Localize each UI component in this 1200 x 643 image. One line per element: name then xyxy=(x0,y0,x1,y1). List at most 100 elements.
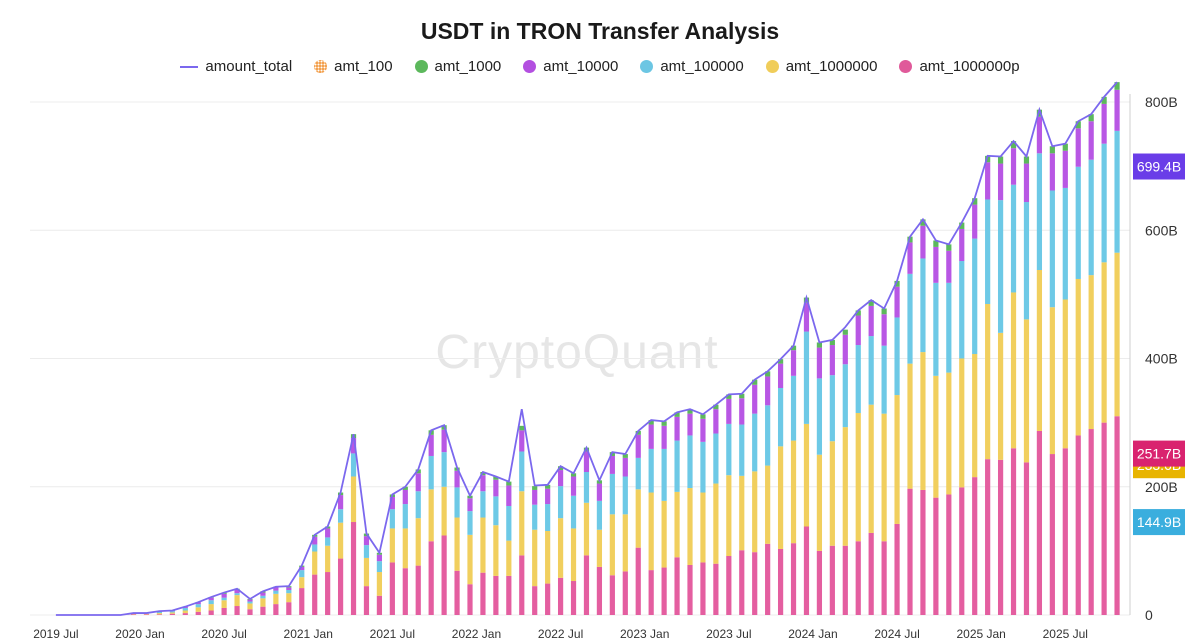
bar-amt_10000 xyxy=(260,592,266,596)
bar-amt_1000000p xyxy=(402,568,408,615)
bar-amt_1000000p xyxy=(816,550,823,615)
chart-legend: amount_total amt_100 amt_1000 amt_10000 amt_… xyxy=(0,58,1200,75)
bar-amt_100000 xyxy=(506,505,512,541)
bar-amt_10000 xyxy=(480,475,486,492)
bar-amt_100000 xyxy=(312,544,318,552)
bar-amt_1000 xyxy=(402,486,408,490)
bar-amt_100000 xyxy=(195,604,201,608)
bar-amt_1000000 xyxy=(247,603,253,610)
bar-amt_100000 xyxy=(881,345,887,414)
bar-amt_1000000p xyxy=(208,610,214,615)
bar-amt_1000000 xyxy=(1036,270,1043,431)
bar-amt_100000 xyxy=(480,491,486,518)
bar-amt_100000 xyxy=(441,452,447,487)
legend-item-amt_1000[interactable]: amt_1000 xyxy=(414,58,501,75)
bar-amt_100000 xyxy=(777,387,784,447)
bar-amt_1000 xyxy=(752,379,758,385)
bar-amt_100000 xyxy=(790,375,797,441)
bar-amt_1000000p xyxy=(428,541,434,615)
bar-amt_1000000 xyxy=(868,404,874,533)
bar-amt_1000 xyxy=(985,155,991,163)
bar-amt_10000 xyxy=(959,228,965,262)
bar-amt_1000000 xyxy=(596,529,603,567)
legend-swatch xyxy=(180,65,199,68)
bar-amt_1000000p xyxy=(752,552,758,615)
bar-amt_1000000 xyxy=(143,613,150,615)
bar-amt_1000000p xyxy=(454,570,460,615)
legend-item-amt_100000[interactable]: amt_100000 xyxy=(640,58,744,75)
bar-amt_100000 xyxy=(260,595,266,599)
bar-amt_100000 xyxy=(997,200,1004,333)
bar-amt_1000000 xyxy=(480,517,486,573)
bar-amt_1000000p xyxy=(273,604,279,615)
bar-amt_100000 xyxy=(389,509,395,529)
bar-amt_100000 xyxy=(1062,187,1068,300)
value-badge-label: 144.9B xyxy=(1137,514,1181,530)
bar-amt_100000 xyxy=(765,405,771,466)
bar-amt_10000 xyxy=(234,589,240,594)
bar-amt_1000000 xyxy=(337,522,344,559)
bar-amt_10000 xyxy=(765,376,771,406)
bar-amt_10000 xyxy=(428,434,434,456)
bar-amt_100000 xyxy=(402,504,408,529)
bar-amt_1000000p xyxy=(557,577,564,615)
bar-amt_1000000p xyxy=(467,584,473,615)
bar-amt_10000 xyxy=(648,424,654,449)
bar-amt_1000000p xyxy=(661,567,667,615)
bar-amt_1000 xyxy=(726,394,732,399)
bar-amt_1000000p xyxy=(325,572,331,615)
bar-amt_100000 xyxy=(959,261,965,359)
bar-amt_1000000p xyxy=(1062,448,1068,615)
bar-amt_100000 xyxy=(622,476,628,515)
bar-amt_1000000p xyxy=(1088,429,1094,615)
bar-amt_10000 xyxy=(635,434,641,458)
bar-amt_100000 xyxy=(273,590,279,594)
bar-amt_1000000 xyxy=(829,441,835,546)
bar-amt_1000000 xyxy=(234,595,240,607)
bar-amt_1000 xyxy=(1075,121,1081,129)
bar-amt_1000 xyxy=(415,469,421,474)
bar-amt_10000 xyxy=(829,345,835,376)
bar-amt_10000 xyxy=(363,536,370,546)
value-badge xyxy=(1133,440,1185,467)
legend-item-amt_1000000[interactable]: amt_1000000 xyxy=(765,58,877,75)
bar-amt_1000000p xyxy=(182,613,188,615)
legend-item-amt_10000[interactable]: amt_10000 xyxy=(523,58,618,75)
bar-amt_10000 xyxy=(1088,121,1094,160)
bar-amt_1000000 xyxy=(777,446,784,549)
bar-amt_10000 xyxy=(441,429,447,453)
bar-amt_1000000 xyxy=(389,528,395,563)
bar-amt_1000000p xyxy=(363,586,370,615)
bar-amt_1000000p xyxy=(221,607,227,615)
bar-amt_10000 xyxy=(299,566,305,571)
legend-item-amount_total[interactable]: amount_total xyxy=(180,58,292,75)
bar-amt_10000 xyxy=(842,334,848,365)
bar-amt_1000000 xyxy=(506,540,512,576)
bar-amt_10000 xyxy=(997,163,1004,201)
bar-amt_100000 xyxy=(1023,202,1030,320)
bar-amt_1000 xyxy=(519,425,525,431)
bar-amt_1000000p xyxy=(1023,462,1030,615)
bar-amt_1000000p xyxy=(1101,422,1107,615)
bar-amt_10000 xyxy=(687,413,693,436)
bar-amt_1000000 xyxy=(182,610,188,614)
bar-amt_1000 xyxy=(894,280,900,287)
bar-amt_100000 xyxy=(234,593,240,596)
bar-amt_1000000p xyxy=(713,563,719,615)
bar-amt_1000000p xyxy=(622,571,628,615)
bar-amt_100000 xyxy=(829,375,835,442)
bar-amt_1000000p xyxy=(260,606,266,615)
bar-amt_100000 xyxy=(325,537,331,546)
bar-amt_10000 xyxy=(312,536,318,545)
bar-amt_10000 xyxy=(247,599,253,602)
bar-amt_1000000p xyxy=(972,477,978,615)
bar-amt_100000 xyxy=(299,570,305,578)
bar-amt_100000 xyxy=(1114,130,1120,253)
bar-amt_1000 xyxy=(997,156,1004,164)
bar-amt_1000000p xyxy=(169,613,175,615)
bar-amt_1000000p xyxy=(868,532,874,615)
legend-item-amt_100[interactable]: amt_100 xyxy=(314,58,393,75)
bar-amt_100000 xyxy=(700,441,706,493)
legend-item-amt_1000000p[interactable]: amt_1000000p xyxy=(899,58,1020,75)
bar-amt_10000 xyxy=(933,246,939,283)
